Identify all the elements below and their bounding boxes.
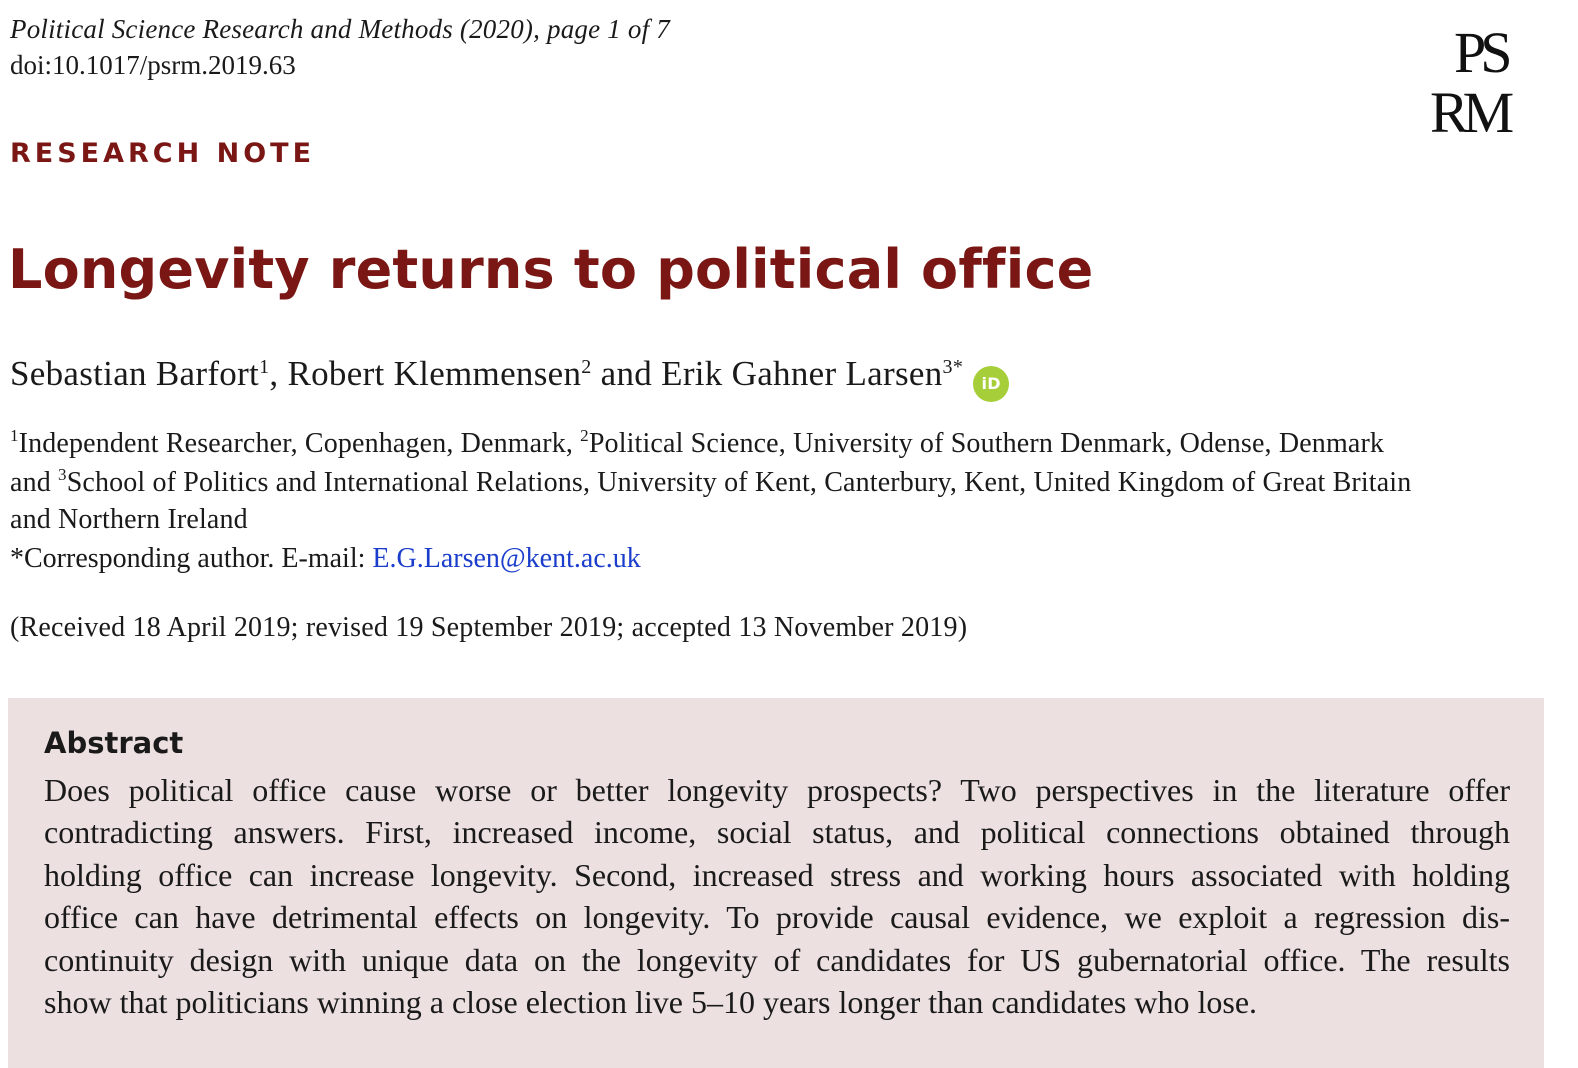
logo-line-2: RM <box>1430 80 1513 136</box>
abstract-line: show that politicians winning a close el… <box>44 984 1258 1020</box>
affiliation-line: and Northern Ireland <box>10 504 248 535</box>
abstract-line: holding office can increase longevity. S… <box>44 857 1510 893</box>
abstract-line: Does political office cause worse or bet… <box>44 772 1510 808</box>
abstract-line: continuity design with unique data on th… <box>44 942 1510 978</box>
author-separator: , <box>269 354 288 393</box>
affiliation-text: Independent Researcher, Copenhagen, Denm… <box>18 428 581 459</box>
corresponding-label: *Corresponding author. E-mail: <box>10 543 373 574</box>
corresponding-author: *Corresponding author. E-mail: E.G.Larse… <box>10 543 641 575</box>
received-dates: (Received 18 April 2019; revised 19 Sept… <box>10 612 968 643</box>
author-affiliation-mark: 3* <box>942 356 964 378</box>
author-affiliation-mark: 1 <box>259 356 270 378</box>
email-link[interactable]: E.G.Larsen@kent.ac.uk <box>372 543 641 574</box>
section-label: RESEARCH NOTE <box>10 138 316 169</box>
journal-citation: Political Science Research and Methods (… <box>10 14 670 44</box>
author-name: Sebastian Barfort <box>10 354 260 393</box>
doi: doi:10.1017/psrm.2019.63 <box>10 50 296 80</box>
article-title: Longevity returns to political office <box>8 238 1094 301</box>
author-affiliation-mark: 2 <box>581 356 592 378</box>
affiliation-mark: 1 <box>10 426 19 445</box>
affiliation-text: and <box>10 467 59 498</box>
affiliation-line: and 3School of Politics and Internationa… <box>10 465 1560 499</box>
abstract-heading: Abstract <box>44 726 184 760</box>
abstract-line: office can have detrimental effects on l… <box>44 899 1510 935</box>
affiliation-line: 1Independent Researcher, Copenhagen, Den… <box>10 426 1560 460</box>
abstract-box: Abstract Does political office cause wor… <box>8 698 1544 1068</box>
author-name: Robert Klemmensen <box>287 354 582 393</box>
author-separator: and <box>591 354 662 393</box>
abstract-line: contradicting answers. First, increased … <box>44 814 1510 850</box>
psrm-logo: PS RM <box>1430 20 1519 136</box>
orcid-icon[interactable]: iD <box>973 366 1010 402</box>
logo-line-1: PS <box>1454 20 1509 85</box>
affiliation-mark: 2 <box>580 426 589 445</box>
affiliation-mark: 3 <box>58 465 67 484</box>
author-name: Erik Gahner Larsen <box>661 354 943 393</box>
affiliation-text: School of Politics and International Rel… <box>66 467 1412 498</box>
author-list: Sebastian Barfort1, Robert Klemmensen2 a… <box>10 354 1010 402</box>
affiliation-text: Political Science, University of Souther… <box>588 428 1385 459</box>
